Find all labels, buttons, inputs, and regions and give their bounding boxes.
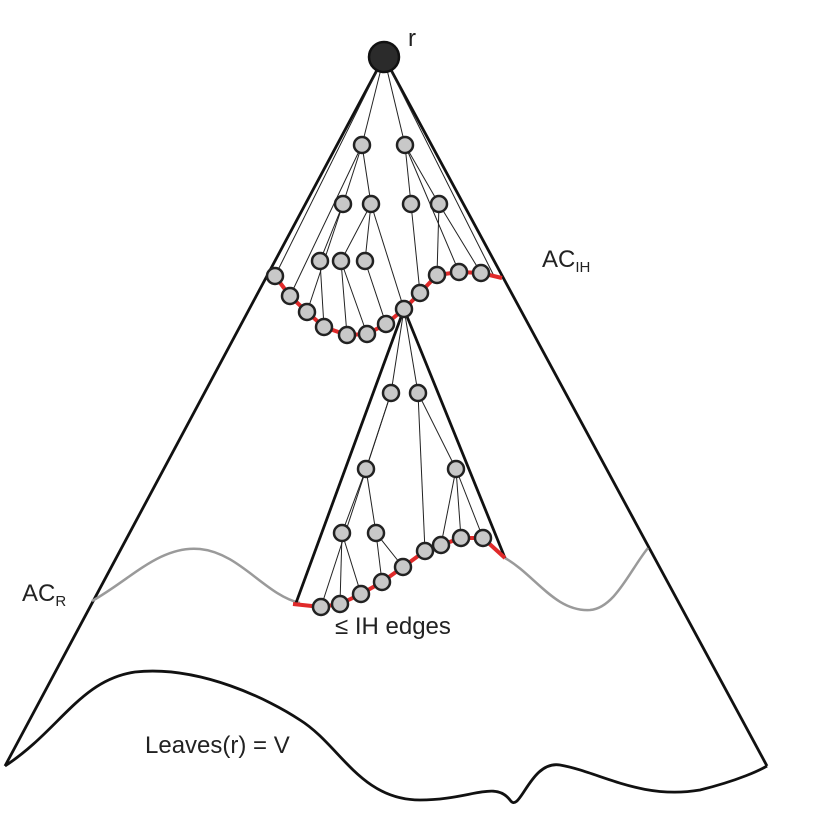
tree-node bbox=[310, 251, 330, 271]
tree-node bbox=[427, 265, 447, 285]
tree-node bbox=[449, 262, 469, 282]
outer-right-side bbox=[382, 56, 769, 767]
tree-node bbox=[473, 528, 493, 548]
tree-node bbox=[372, 572, 392, 592]
outer-tree bbox=[3, 56, 769, 804]
leaves-label: Leaves(r) = V bbox=[145, 732, 290, 759]
tree-node bbox=[331, 251, 351, 271]
tree-node bbox=[408, 383, 428, 403]
tree-node bbox=[401, 194, 421, 214]
tree-node bbox=[471, 263, 491, 283]
upper-subtree-edges bbox=[274, 56, 495, 336]
tree-node bbox=[355, 251, 375, 271]
tree-node bbox=[366, 523, 386, 543]
tree-node bbox=[333, 194, 353, 214]
tree-node bbox=[410, 283, 430, 303]
ac-r-curve-right bbox=[504, 547, 649, 612]
tree-node bbox=[280, 286, 300, 306]
tree-node bbox=[330, 594, 350, 614]
tree-node bbox=[337, 325, 357, 345]
ac-ih-label: ACIH bbox=[542, 246, 590, 276]
root-label: r bbox=[408, 25, 416, 52]
lower-right-side bbox=[402, 308, 507, 559]
ih-edges-label: ≤ IH edges bbox=[335, 613, 451, 640]
tree-node bbox=[446, 459, 466, 479]
tree-node bbox=[361, 194, 381, 214]
tree-node bbox=[357, 324, 377, 344]
outer-left-side bbox=[3, 56, 386, 767]
tree-node bbox=[332, 523, 352, 543]
upper-nodes bbox=[265, 135, 491, 345]
tree-node bbox=[314, 317, 334, 337]
tree-node bbox=[451, 528, 471, 548]
tree-node bbox=[351, 584, 371, 604]
ac-r-curve bbox=[91, 547, 301, 605]
tree-node bbox=[297, 302, 317, 322]
tree-node bbox=[311, 597, 331, 617]
root-node bbox=[367, 40, 401, 74]
ac-r-label: ACR bbox=[22, 580, 66, 610]
lower-subtree bbox=[294, 308, 507, 608]
lower-nodes bbox=[311, 383, 493, 617]
tree-node bbox=[415, 541, 435, 561]
tree-node bbox=[429, 194, 449, 214]
tree-node bbox=[376, 314, 396, 334]
tree-node bbox=[395, 135, 415, 155]
tree-node bbox=[431, 535, 451, 555]
tree-node bbox=[394, 299, 414, 319]
tree-node bbox=[356, 459, 376, 479]
tree-node bbox=[381, 383, 401, 403]
lower-left-side bbox=[294, 308, 406, 604]
tree-node bbox=[265, 266, 285, 286]
tree-node bbox=[393, 557, 413, 577]
leaves-boundary bbox=[4, 669, 768, 804]
tree-node bbox=[352, 135, 372, 155]
